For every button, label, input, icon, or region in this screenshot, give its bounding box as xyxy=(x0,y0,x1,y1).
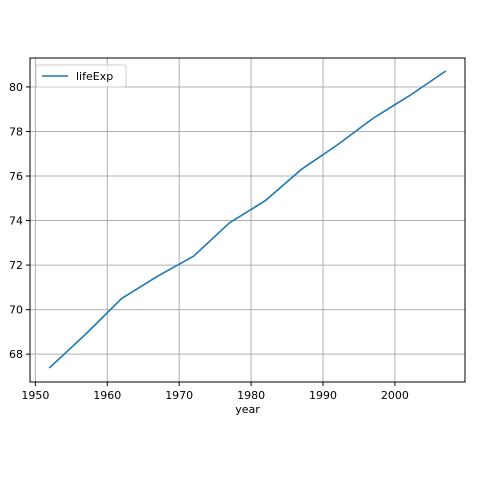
y-tick-label: 70 xyxy=(9,304,23,317)
x-tick-label: 1990 xyxy=(309,389,337,402)
y-tick-label: 76 xyxy=(9,170,23,183)
x-tick-label: 2000 xyxy=(381,389,409,402)
series-line xyxy=(48,70,447,369)
x-tick-label: 1970 xyxy=(165,389,193,402)
ticks: 1950 1960 1970 1980 1990 2000 68 70 72 74 76 78 80 xyxy=(9,81,409,402)
series-layer xyxy=(48,70,447,369)
grid xyxy=(30,58,465,382)
x-tick-label: 1980 xyxy=(237,389,265,402)
x-tick-label: 1960 xyxy=(93,389,121,402)
plot-frame xyxy=(29,57,466,383)
legend-box xyxy=(35,64,127,88)
x-axis-label: year xyxy=(235,403,260,416)
y-tick-label: 72 xyxy=(9,259,23,272)
legend-label: lifeExp xyxy=(76,70,113,83)
y-tick-label: 80 xyxy=(9,81,23,94)
x-tick-label: 1950 xyxy=(21,389,49,402)
y-tick-label: 74 xyxy=(9,215,23,228)
y-tick-label: 68 xyxy=(9,348,23,361)
legend: lifeExp xyxy=(35,64,127,88)
y-tick-label: 78 xyxy=(9,125,23,138)
